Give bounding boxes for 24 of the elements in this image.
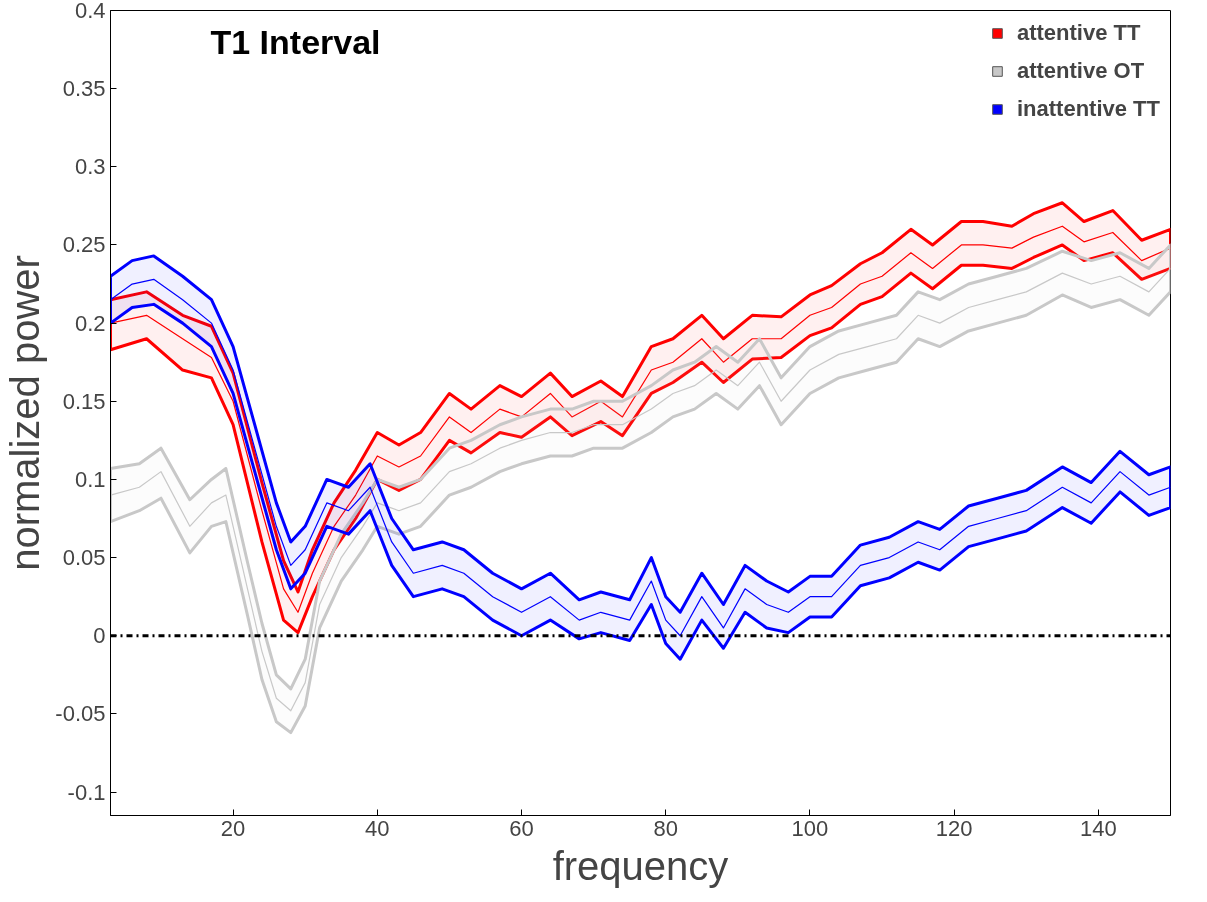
- y-tick-label: 0.05: [62, 545, 106, 571]
- legend-label: inattentive TT: [1016, 96, 1160, 122]
- x-tick-label: 120: [935, 815, 973, 841]
- y-tick-label: 0.2: [74, 310, 106, 336]
- x-tick-label: 140: [1080, 815, 1117, 841]
- x-tick-label: 80: [653, 815, 678, 841]
- y-tick-label: 0: [93, 623, 106, 649]
- x-tick-label: 20: [220, 815, 246, 841]
- y-tick-label: 0.35: [62, 76, 106, 102]
- y-tick-label: 0.25: [62, 232, 106, 258]
- y-axis-title: normalized power: [3, 255, 48, 571]
- y-tick-label: -0.1: [67, 779, 106, 805]
- y-tick-label: 0.4: [74, 0, 106, 23]
- x-tick-label: 60: [509, 815, 534, 841]
- y-tick-label: -0.05: [55, 701, 106, 727]
- y-tick-label: 0.3: [74, 154, 106, 180]
- y-tick-label: 0.1: [74, 466, 106, 492]
- chart-title: T1 Interval: [210, 22, 381, 61]
- legend-label: attentive OT: [1016, 58, 1145, 84]
- legend-label: attentive TT: [1016, 20, 1141, 46]
- y-tick-label: 0.15: [62, 388, 106, 414]
- x-tick-label: 40: [365, 815, 390, 841]
- x-axis-title: frequency: [552, 843, 729, 888]
- x-tick-label: 100: [791, 815, 829, 841]
